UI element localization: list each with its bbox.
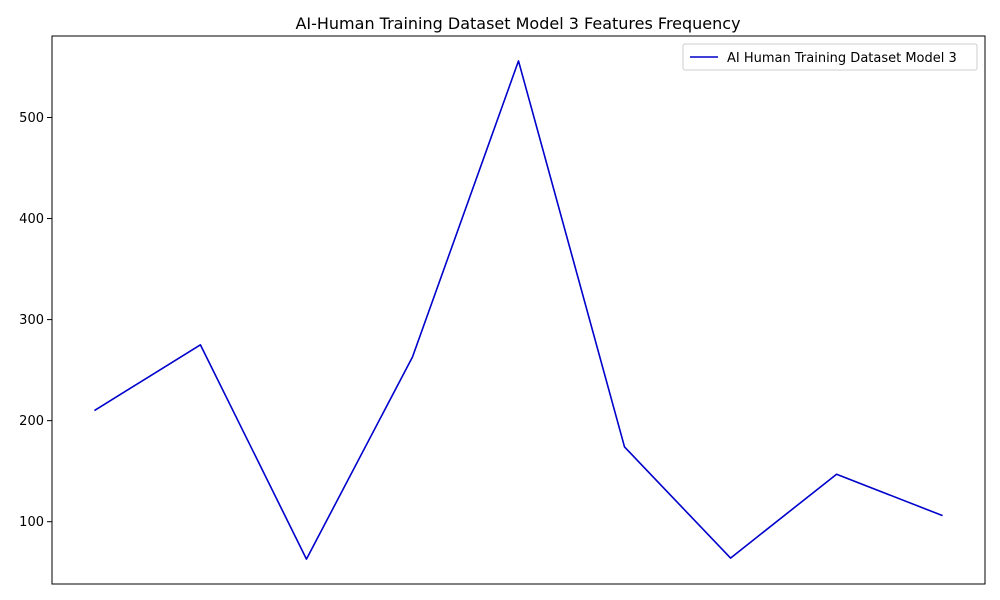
y-tick-label: 100 bbox=[19, 515, 44, 530]
legend-box bbox=[682, 43, 978, 71]
y-tick-label: 300 bbox=[19, 313, 44, 328]
legend: AI Human Training Dataset Model 3 bbox=[682, 43, 978, 71]
y-tick-label: 500 bbox=[19, 111, 44, 126]
legend-label-series-1: AI Human Training Dataset Model 3 bbox=[727, 51, 957, 66]
series-layer bbox=[93, 60, 943, 560]
y-tick-label: 200 bbox=[19, 414, 44, 429]
chart-title: AI-Human Training Dataset Model 3 Featur… bbox=[295, 14, 740, 33]
series-line-1 bbox=[93, 60, 943, 560]
y-tick-label: 400 bbox=[19, 212, 44, 227]
plot-frame bbox=[51, 35, 986, 585]
y-axis-ticks: 100 200 300 400 500 bbox=[19, 111, 52, 530]
